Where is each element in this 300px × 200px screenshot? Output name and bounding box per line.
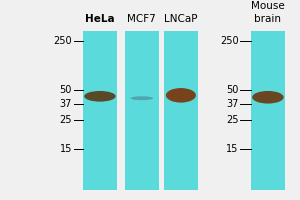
Bar	[250, 31, 285, 190]
Text: 15: 15	[226, 144, 238, 154]
Text: Mouse: Mouse	[251, 1, 285, 11]
Text: 250: 250	[53, 36, 72, 46]
Text: brain: brain	[254, 14, 281, 24]
Text: 37: 37	[60, 99, 72, 109]
Text: 250: 250	[220, 36, 239, 46]
Ellipse shape	[131, 96, 153, 100]
Text: LNCaP: LNCaP	[164, 14, 197, 24]
Text: 37: 37	[226, 99, 238, 109]
Ellipse shape	[84, 91, 116, 102]
Ellipse shape	[166, 88, 196, 103]
Text: 50: 50	[60, 85, 72, 95]
Bar	[164, 31, 198, 190]
Bar	[124, 31, 159, 190]
Text: MCF7: MCF7	[128, 14, 156, 24]
Text: 50: 50	[226, 85, 238, 95]
Text: 25: 25	[59, 115, 72, 125]
Text: HeLa: HeLa	[85, 14, 115, 24]
Bar	[82, 31, 117, 190]
Text: 25: 25	[226, 115, 239, 125]
Text: 15: 15	[60, 144, 72, 154]
Ellipse shape	[252, 91, 284, 104]
